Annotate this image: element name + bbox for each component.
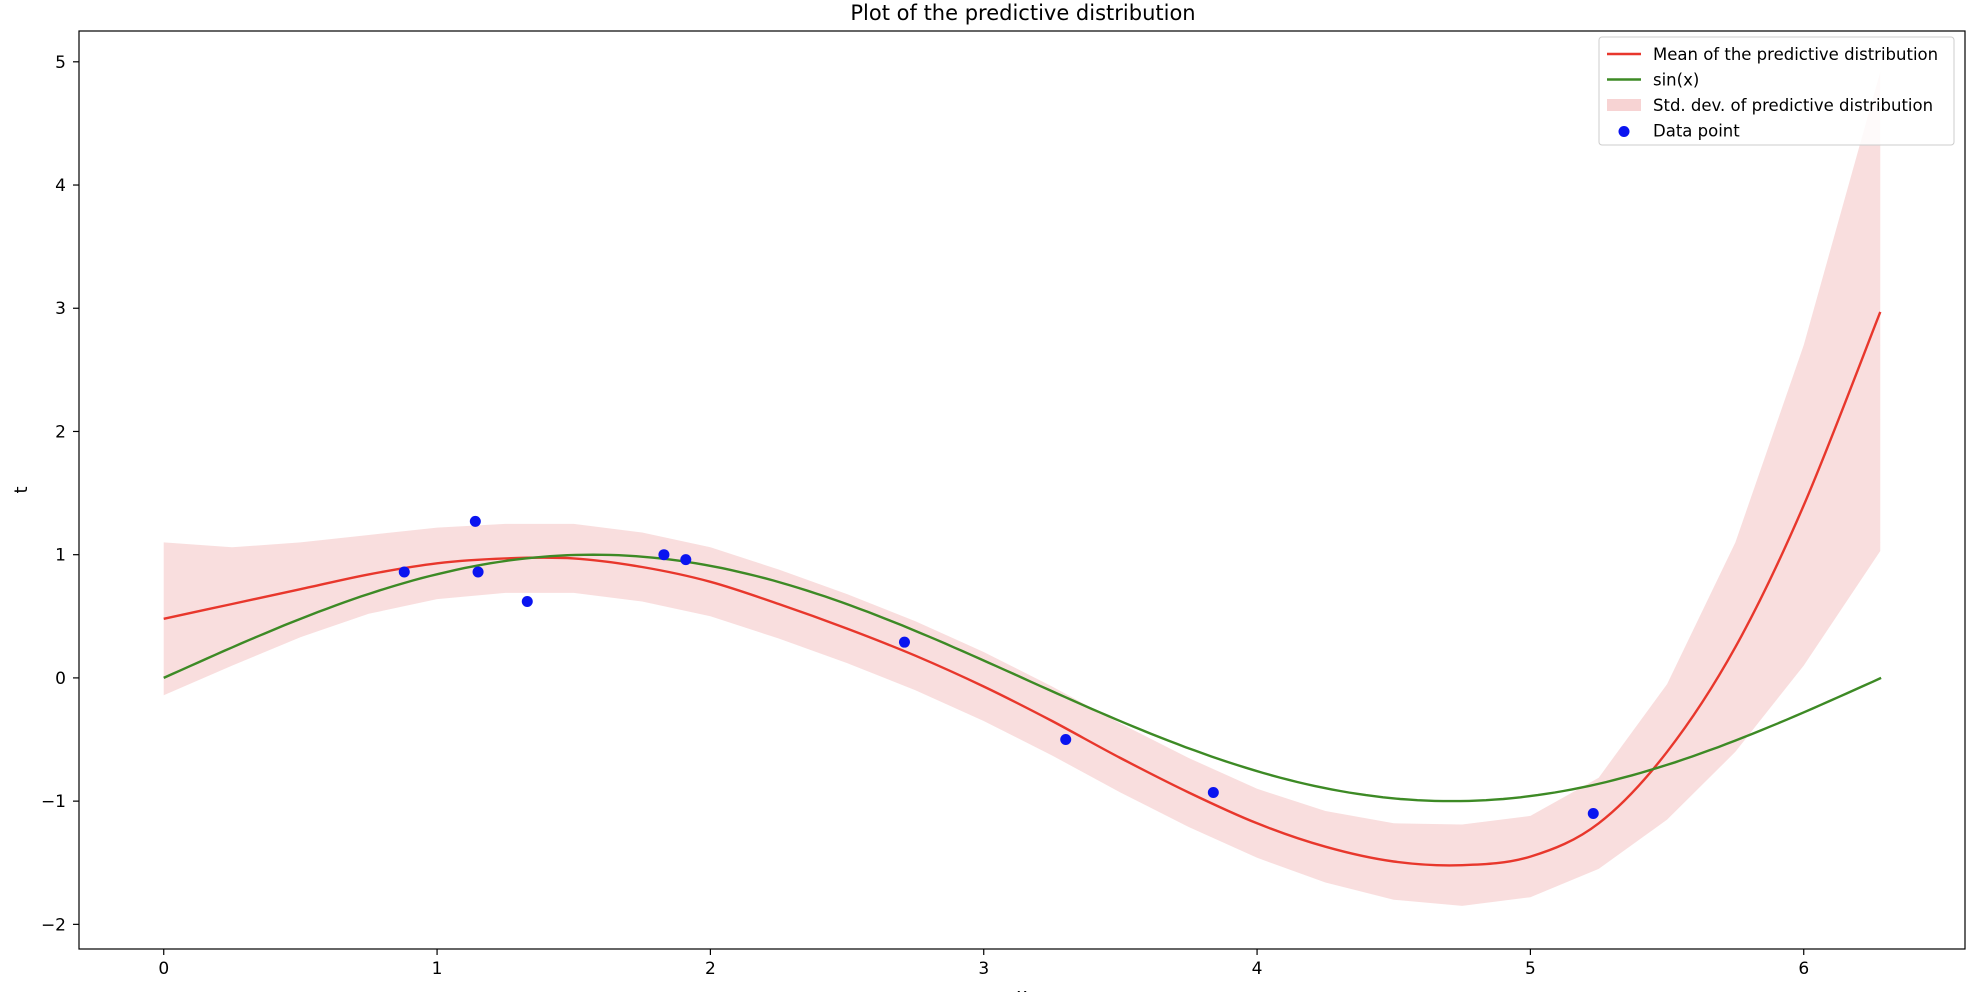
x-tick-label: 1 xyxy=(432,959,443,979)
data-point xyxy=(680,554,692,566)
data-point xyxy=(398,566,410,578)
data-point xyxy=(469,515,481,527)
legend-label: sin(x) xyxy=(1653,71,1699,90)
y-tick-label: 1 xyxy=(55,546,66,566)
data-point xyxy=(658,549,670,561)
std-dev-band xyxy=(163,71,1881,906)
y-tick-label: 2 xyxy=(55,422,66,442)
y-axis-label: t xyxy=(11,486,32,493)
data-point xyxy=(1207,787,1219,799)
axes-frame xyxy=(78,30,1966,950)
legend-swatch-band xyxy=(1607,99,1641,111)
plot-area xyxy=(163,71,1882,906)
chart-title: Plot of the predictive distribution xyxy=(850,1,1195,25)
x-axis-label: x xyxy=(1017,985,1028,992)
x-tick-label: 5 xyxy=(1525,959,1536,979)
mean-line xyxy=(163,311,1882,867)
legend-label: Data point xyxy=(1653,122,1740,141)
data-point xyxy=(1060,734,1072,746)
y-tick-label: −2 xyxy=(41,915,66,935)
legend-box xyxy=(1598,36,1955,146)
legend-label: Mean of the predictive distribution xyxy=(1653,45,1938,64)
legend-item-sin: sin(x) xyxy=(1607,71,1699,90)
legend-label: Std. dev. of predictive distribution xyxy=(1653,96,1933,115)
data-point xyxy=(1587,807,1599,819)
x-tick-label: 6 xyxy=(1798,959,1809,979)
data-point xyxy=(472,566,484,578)
x-tick-label: 4 xyxy=(1252,959,1263,979)
x-tick-label: 2 xyxy=(705,959,716,979)
legend: Mean of the predictive distribution sin(x… xyxy=(1598,36,1955,146)
legend-item-std-dev: Std. dev. of predictive distribution xyxy=(1607,96,1933,115)
data-point xyxy=(521,596,533,608)
legend-item-mean: Mean of the predictive distribution xyxy=(1607,45,1938,64)
y-tick-label: 0 xyxy=(55,669,66,689)
legend-item-data-point: Data point xyxy=(1618,122,1740,141)
legend-swatch-marker xyxy=(1618,126,1630,137)
axes: 0 1 2 3 4 5 6 −2 −1 0 1 2 3 4 5 xyxy=(41,53,1809,979)
y-tick-label: 4 xyxy=(55,176,66,196)
x-tick-label: 3 xyxy=(978,959,989,979)
y-tick-label: 3 xyxy=(55,299,66,319)
x-tick-label: 0 xyxy=(158,959,169,979)
data-point xyxy=(898,636,910,648)
y-tick-label: 5 xyxy=(55,53,66,73)
y-tick-label: −1 xyxy=(41,792,66,812)
sin-line xyxy=(163,553,1882,803)
